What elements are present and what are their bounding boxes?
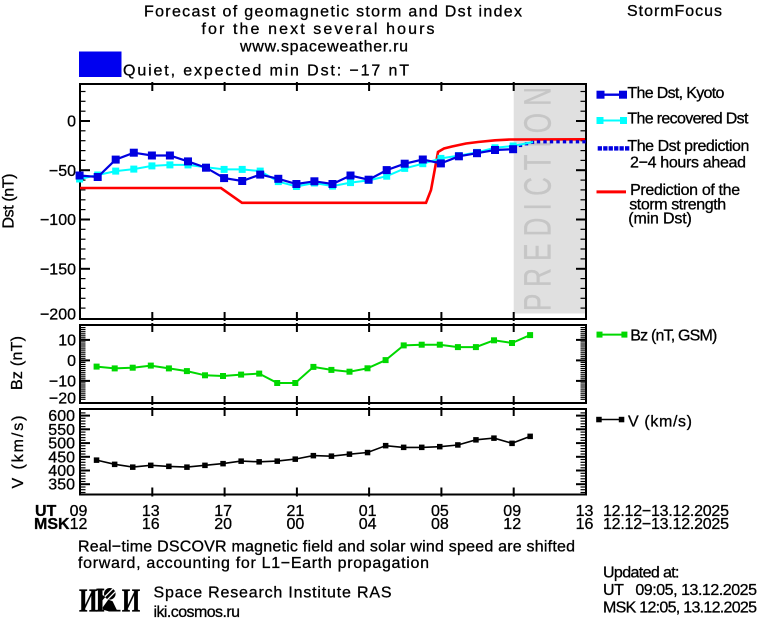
svg-text:550: 550 [48,422,75,439]
svg-text:350: 350 [48,477,75,494]
svg-text:04: 04 [359,516,377,533]
svg-text:V (km/s): V (km/s) [628,413,692,430]
svg-text:01: 01 [359,503,377,520]
svg-text:09: 09 [503,503,521,520]
svg-text:00: 00 [287,516,305,533]
svg-text:V (km/s): V (km/s) [10,416,27,489]
svg-text:Updated at:: Updated at: [603,564,680,581]
svg-text:Prediction of the: Prediction of the [630,182,740,199]
svg-text:Bz (nT, GSM): Bz (nT, GSM) [630,328,717,345]
svg-text:13: 13 [142,503,160,520]
svg-text:−10: −10 [49,373,76,390]
svg-text:−50: −50 [49,163,76,180]
svg-text:Forecast of geomagnetic storm: Forecast of geomagnetic storm and Dst in… [144,4,522,21]
svg-text:05: 05 [431,503,449,520]
svg-text:2−4 hours ahead: 2−4 hours ahead [630,155,746,172]
svg-text:storm strength: storm strength [629,197,726,214]
svg-text:08: 08 [431,516,449,533]
svg-text:09: 09 [70,503,88,520]
svg-text:10: 10 [58,332,76,349]
svg-text:17: 17 [214,503,232,520]
svg-text:P R E D I C T I O N: P R E D I C T I O N [518,87,560,311]
svg-text:The Dst, Kyoto: The Dst, Kyoto [627,85,724,102]
svg-text:The Dst prediction: The Dst prediction [627,138,749,155]
svg-text:iki.cosmos.ru: iki.cosmos.ru [154,604,241,620]
svg-text:0: 0 [67,114,76,131]
svg-text:И: И [122,583,141,620]
svg-text:16: 16 [576,516,594,533]
svg-text:12: 12 [70,516,88,533]
svg-text:Dst (nT): Dst (nT) [1,174,18,229]
svg-text:Real−time DSCOVR magnetic fiel: Real−time DSCOVR magnetic field and sola… [78,539,575,556]
svg-text:forward, accounting for L1−Ear: forward, accounting for L1−Earth propaga… [78,555,429,572]
svg-text:600: 600 [48,408,75,425]
svg-text:(min Dst): (min Dst) [628,210,692,227]
svg-text:MSK: MSK [34,516,70,533]
svg-text:12: 12 [503,516,521,533]
svg-text:400: 400 [48,463,75,480]
svg-text:Quiet, expected min Dst: −17 n: Quiet, expected min Dst: −17 nT [123,63,409,80]
svg-text:450: 450 [48,449,75,466]
svg-text:−150: −150 [40,261,76,278]
svg-text:12.12−13.12.2025: 12.12−13.12.2025 [603,503,729,520]
svg-text:21: 21 [287,503,305,520]
svg-text:Space Research Institute RAS: Space Research Institute RAS [154,585,392,602]
svg-text:12.12−13.12.2025: 12.12−13.12.2025 [603,516,729,533]
svg-text:Bz (nT): Bz (nT) [9,336,26,390]
svg-text:www.spaceweather.ru: www.spaceweather.ru [239,38,408,55]
svg-text:−200: −200 [40,307,76,324]
svg-text:13: 13 [576,503,594,520]
svg-text:−100: −100 [40,212,76,229]
svg-text:16: 16 [142,516,160,533]
svg-text:−20: −20 [49,390,76,407]
svg-text:500: 500 [48,436,75,453]
svg-text:И: И [79,583,98,620]
svg-text:for the next several hours: for the next several hours [202,21,435,38]
svg-text:MSK 12:05, 13.12.2025: MSK 12:05, 13.12.2025 [603,600,757,617]
svg-text:20: 20 [214,516,232,533]
svg-text:The recovered Dst: The recovered Dst [627,111,749,128]
svg-text:UT 09:05, 13.12.2025: UT 09:05, 13.12.2025 [603,582,757,599]
svg-text:0: 0 [67,353,76,370]
svg-text:StormFocus: StormFocus [627,3,722,20]
svg-text:UT: UT [35,503,57,520]
